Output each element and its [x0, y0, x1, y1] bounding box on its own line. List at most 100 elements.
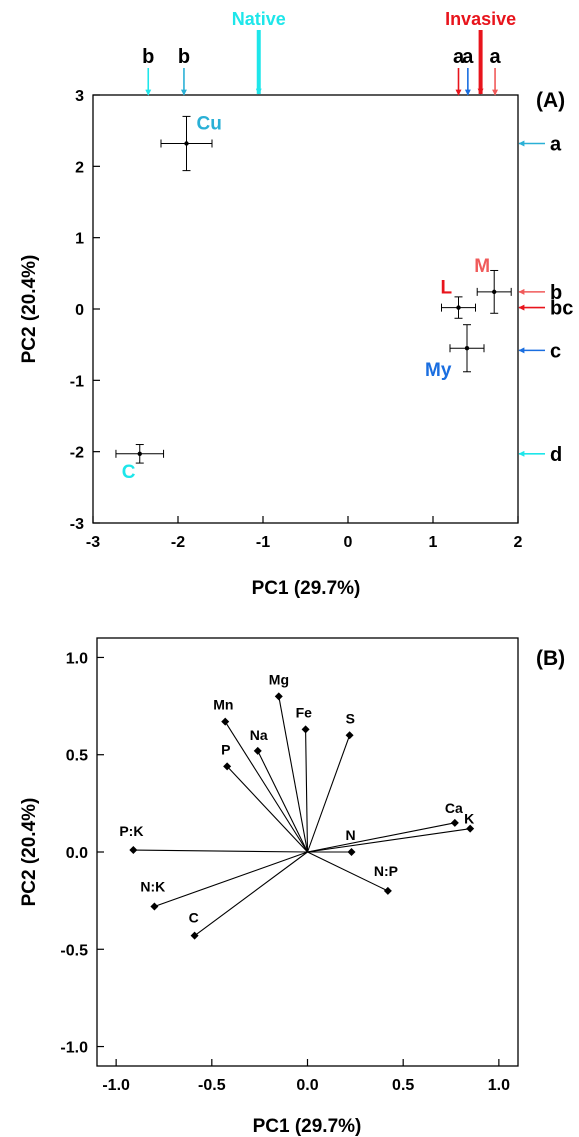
- right-marker-letter: bc: [550, 298, 573, 320]
- data-point-cu: [184, 141, 189, 146]
- point-label-l: L: [441, 278, 453, 299]
- loading-vector-label: K: [464, 811, 474, 827]
- panel-b: (B) PC1 (29.7%) PC2 (20.4%) -1.0 -0.5 0.0 0…: [19, 637, 565, 1137]
- loading-vector-label: Mn: [213, 697, 233, 713]
- panel-b-y-tick-label: 0.0: [66, 845, 88, 862]
- panel-a-y-tick-label: 0: [75, 302, 84, 319]
- panel-b-x-tick-label: 0.5: [392, 1077, 414, 1094]
- right-marker-letter: c: [550, 340, 561, 362]
- panel-a-x-tick-label: 1: [429, 534, 438, 551]
- group-label: Native: [232, 9, 286, 29]
- panel-a-plot-frame: [92, 94, 519, 524]
- loading-vector-label: N: [346, 827, 356, 843]
- panel-a-label: (A): [536, 89, 565, 112]
- group-label: Invasive: [445, 9, 516, 29]
- loading-vector-label: Na: [250, 727, 268, 743]
- loading-vector-line: [257, 750, 308, 853]
- loading-vector-line: [278, 696, 309, 853]
- right-marker-letter: d: [550, 444, 562, 466]
- top-marker-letter: b: [178, 46, 190, 68]
- top-marker-letter: a: [462, 46, 474, 68]
- loading-vector-label: Fe: [296, 704, 313, 720]
- loading-vector-marker: [150, 902, 159, 911]
- data-point-m: [492, 289, 497, 295]
- panel-a-y-tick-label: 1: [75, 231, 84, 248]
- loading-vector-line: [306, 735, 351, 853]
- panel-a-x-axis-label: PC1 (29.7%): [252, 578, 361, 599]
- panel-b-vectors: Mg Mn Fe S Na P CaK N P:K N:P N:K C: [119, 671, 475, 940]
- loading-vector-label: C: [189, 910, 199, 926]
- loading-vector-label: P:K: [119, 823, 143, 839]
- loading-vector-marker: [190, 931, 199, 940]
- loading-vector-marker: [253, 746, 262, 755]
- panel-a-right-markers: a bbc c d: [518, 134, 573, 466]
- panel-b-x-tick-label: -1.0: [102, 1077, 130, 1094]
- loading-vector-marker: [274, 692, 283, 701]
- loading-vector-line: [224, 721, 308, 853]
- data-point-c: [137, 451, 142, 457]
- top-marker-letter: b: [142, 46, 154, 68]
- panel-a-y-tick-label: 3: [75, 88, 84, 105]
- point-label-my: My: [425, 360, 452, 381]
- loading-vector-label: N:K: [140, 878, 165, 894]
- loading-vector-marker: [347, 848, 356, 856]
- top-marker-letter: a: [453, 46, 465, 68]
- top-marker-letter: a: [489, 46, 501, 68]
- loading-vector-line: [226, 766, 308, 853]
- panel-a-y-axis-label: PC2 (20.4%): [19, 255, 40, 364]
- point-label-m: M: [474, 256, 490, 277]
- loading-vector-label: N:P: [374, 863, 398, 879]
- panel-b-x-tick-label: -0.5: [198, 1077, 226, 1094]
- panel-a-y-tick-label: 2: [75, 159, 84, 176]
- loading-vector-line: [305, 729, 309, 853]
- panel-a: (A) PC1 (29.7%) PC2 (20.4%) -3 -2 -1 0 1 2 -3…: [19, 9, 573, 599]
- panel-a-x-tick-label: -2: [171, 534, 185, 551]
- loading-vector-marker: [345, 731, 354, 740]
- loading-vector-marker: [129, 846, 138, 855]
- right-marker-letter: a: [550, 134, 562, 156]
- loading-vector-marker: [450, 818, 459, 827]
- panel-a-points: Cu C LM My: [115, 114, 512, 483]
- panel-b-y-axis-label: PC2 (20.4%): [19, 798, 40, 907]
- panel-b-y-ticks: -1.0 -0.5 0.0 0.5 1.0: [60, 650, 104, 1057]
- loading-vector-line: [307, 822, 455, 853]
- loading-vector-marker: [383, 886, 392, 895]
- loading-vector-line: [307, 828, 471, 853]
- point-label-c: C: [122, 462, 136, 483]
- loading-vector-label: S: [346, 710, 355, 726]
- loading-vector-label: P: [221, 741, 230, 757]
- loading-vector-marker: [223, 762, 232, 771]
- loading-vector-line: [307, 851, 389, 892]
- panel-b-y-tick-label: 0.5: [66, 748, 88, 765]
- panel-b-x-tick-label: 1.0: [488, 1077, 510, 1094]
- loading-vector-label: Mg: [269, 671, 289, 687]
- panel-b-y-tick-label: -1.0: [60, 1040, 88, 1057]
- panel-a-x-tick-label: -3: [86, 534, 100, 551]
- panel-b-label: (B): [536, 647, 565, 670]
- panel-a-y-tick-label: -2: [70, 445, 84, 462]
- panel-a-x-tick-label: 0: [344, 534, 353, 551]
- panel-b-x-tick-label: 0.0: [296, 1077, 318, 1094]
- loading-vector-label: Ca: [445, 800, 463, 816]
- data-point-l: [456, 305, 461, 310]
- panel-a-y-tick-label: -3: [70, 516, 84, 533]
- loading-vector-line: [194, 851, 308, 937]
- point-label-cu: Cu: [197, 114, 222, 135]
- data-point-my: [464, 346, 470, 351]
- panel-a-x-tick-label: 2: [514, 534, 523, 551]
- loading-vector-line: [154, 851, 308, 907]
- right-marker-letter: b: [550, 282, 562, 304]
- loading-vector-line: [133, 849, 308, 853]
- loading-vector-marker: [466, 824, 475, 833]
- panel-b-x-ticks: -1.0 -0.5 0.0 0.5 1.0: [102, 1059, 510, 1094]
- panel-a-x-ticks: -3 -2 -1 0 1 2: [86, 516, 523, 551]
- panel-b-y-tick-label: 1.0: [66, 650, 88, 667]
- panel-b-y-tick-label: -0.5: [60, 942, 88, 959]
- loading-vector-marker: [221, 717, 230, 726]
- panel-b-x-axis-label: PC1 (29.7%): [253, 1116, 362, 1137]
- panel-a-y-tick-label: -1: [70, 373, 84, 390]
- panel-a-x-tick-label: -1: [256, 534, 270, 551]
- panel-a-y-ticks: -3 -2 -1 0 1 2 3: [70, 88, 100, 533]
